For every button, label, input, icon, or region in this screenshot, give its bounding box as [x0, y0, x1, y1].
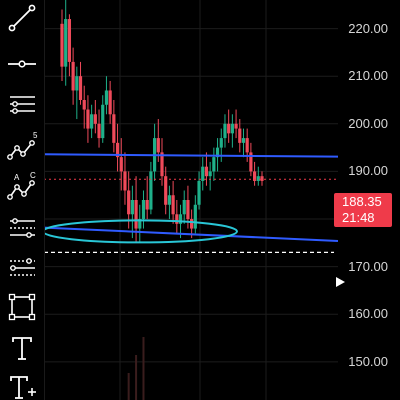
candle-body — [171, 195, 175, 215]
parallel-channel-icon — [10, 96, 35, 114]
candle-body — [175, 214, 179, 224]
trend-line — [43, 153, 339, 158]
candle-body — [67, 19, 72, 62]
candle-body — [241, 138, 246, 143]
candle-body — [75, 76, 79, 91]
candle-body — [112, 114, 116, 143]
candle-body — [60, 23, 64, 67]
fib-retracement-tool[interactable] — [4, 210, 40, 246]
candle-body — [134, 200, 138, 229]
xabcd-pattern-tool[interactable]: 5 — [4, 130, 40, 166]
candle-body — [119, 157, 123, 172]
candle-body — [182, 200, 186, 215]
candle-body — [90, 114, 94, 129]
candle-body — [256, 176, 260, 181]
candle-body — [212, 157, 216, 172]
candle-body — [208, 171, 212, 177]
candle-body — [193, 204, 197, 229]
text-icon — [12, 337, 32, 360]
candle-body — [101, 104, 105, 139]
candle-body — [245, 138, 249, 153]
fib-extension-tool[interactable] — [4, 250, 40, 286]
rectangle-icon — [8, 293, 36, 321]
anchored-text-icon — [10, 376, 36, 399]
candle-body — [115, 142, 120, 158]
rectangle-tool[interactable] — [4, 289, 40, 325]
candle-body — [130, 200, 134, 215]
candle-body — [167, 195, 172, 205]
text-tool[interactable] — [4, 330, 40, 366]
fib-icon — [10, 218, 35, 238]
candle-body — [71, 61, 75, 91]
price-tick-label: 150.00 — [348, 353, 388, 369]
last-price-value: 188.35 — [342, 194, 382, 209]
anchored-text-tool[interactable] — [4, 369, 40, 400]
price-tick-label: 200.00 — [348, 115, 388, 131]
candle-body — [197, 180, 201, 205]
candle-body — [178, 214, 183, 224]
candle-body — [223, 123, 227, 139]
candle-body — [201, 166, 205, 181]
volume-bar — [135, 355, 138, 400]
candle-body — [104, 90, 109, 105]
horizontal-ray-icon — [8, 60, 36, 68]
candle-body — [160, 152, 164, 177]
pattern-icon: 5 — [7, 131, 38, 160]
candle-body — [260, 176, 264, 181]
drawing-toolbar: 5 A C — [0, 0, 45, 400]
horizontal-ray-tool[interactable] — [4, 46, 40, 82]
price-tick-label: 210.00 — [348, 68, 388, 84]
price-tick-label: 170.00 — [348, 258, 388, 274]
parallel-channel-tool[interactable] — [4, 86, 40, 122]
price-tick-label: 220.00 — [348, 20, 388, 36]
horizontal-line-handle-icon[interactable] — [335, 275, 347, 289]
candle-body — [108, 90, 112, 115]
candle-body — [127, 190, 131, 215]
candle-body — [186, 200, 190, 220]
bar-countdown: 21:48 — [342, 210, 375, 225]
pattern-label-a: A — [14, 173, 20, 182]
candle-body — [230, 123, 234, 134]
candle-body — [64, 19, 68, 67]
volume-bar — [127, 373, 130, 400]
candle-body — [215, 147, 220, 158]
candle-body — [190, 219, 194, 229]
candle-body — [204, 166, 209, 177]
candle-body — [227, 123, 231, 134]
candle-body — [123, 171, 127, 191]
candle-body — [238, 128, 242, 143]
candle-body — [86, 109, 90, 129]
candle-body — [138, 219, 142, 229]
candle-body — [219, 138, 223, 148]
last-price-badge: 188.35 21:48 — [334, 193, 392, 227]
pattern-number-label: 5 — [33, 131, 38, 140]
pattern-label-c: C — [30, 171, 36, 180]
candle-body — [249, 152, 253, 172]
trend-line — [43, 226, 339, 242]
candle-body — [149, 171, 153, 210]
trend-line-tool[interactable] — [4, 0, 40, 36]
trend-line-icon — [8, 4, 36, 32]
fib-extension-icon — [10, 258, 35, 276]
candle-body — [252, 171, 257, 181]
price-tick-label: 190.00 — [348, 163, 388, 179]
price-tick-label: 160.00 — [348, 306, 388, 322]
volume-bar — [142, 337, 145, 400]
candle-body — [93, 114, 97, 124]
abcd-pattern-icon: A C — [7, 171, 36, 200]
candle-body — [145, 200, 149, 210]
candle-body — [164, 176, 168, 205]
candle-body — [141, 200, 146, 220]
candle-body — [82, 100, 86, 110]
candle-body — [156, 138, 160, 153]
candle-body — [97, 123, 101, 139]
abcd-pattern-tool[interactable]: A C — [4, 170, 40, 206]
candle-body — [78, 76, 83, 100]
candle-body — [234, 123, 238, 129]
